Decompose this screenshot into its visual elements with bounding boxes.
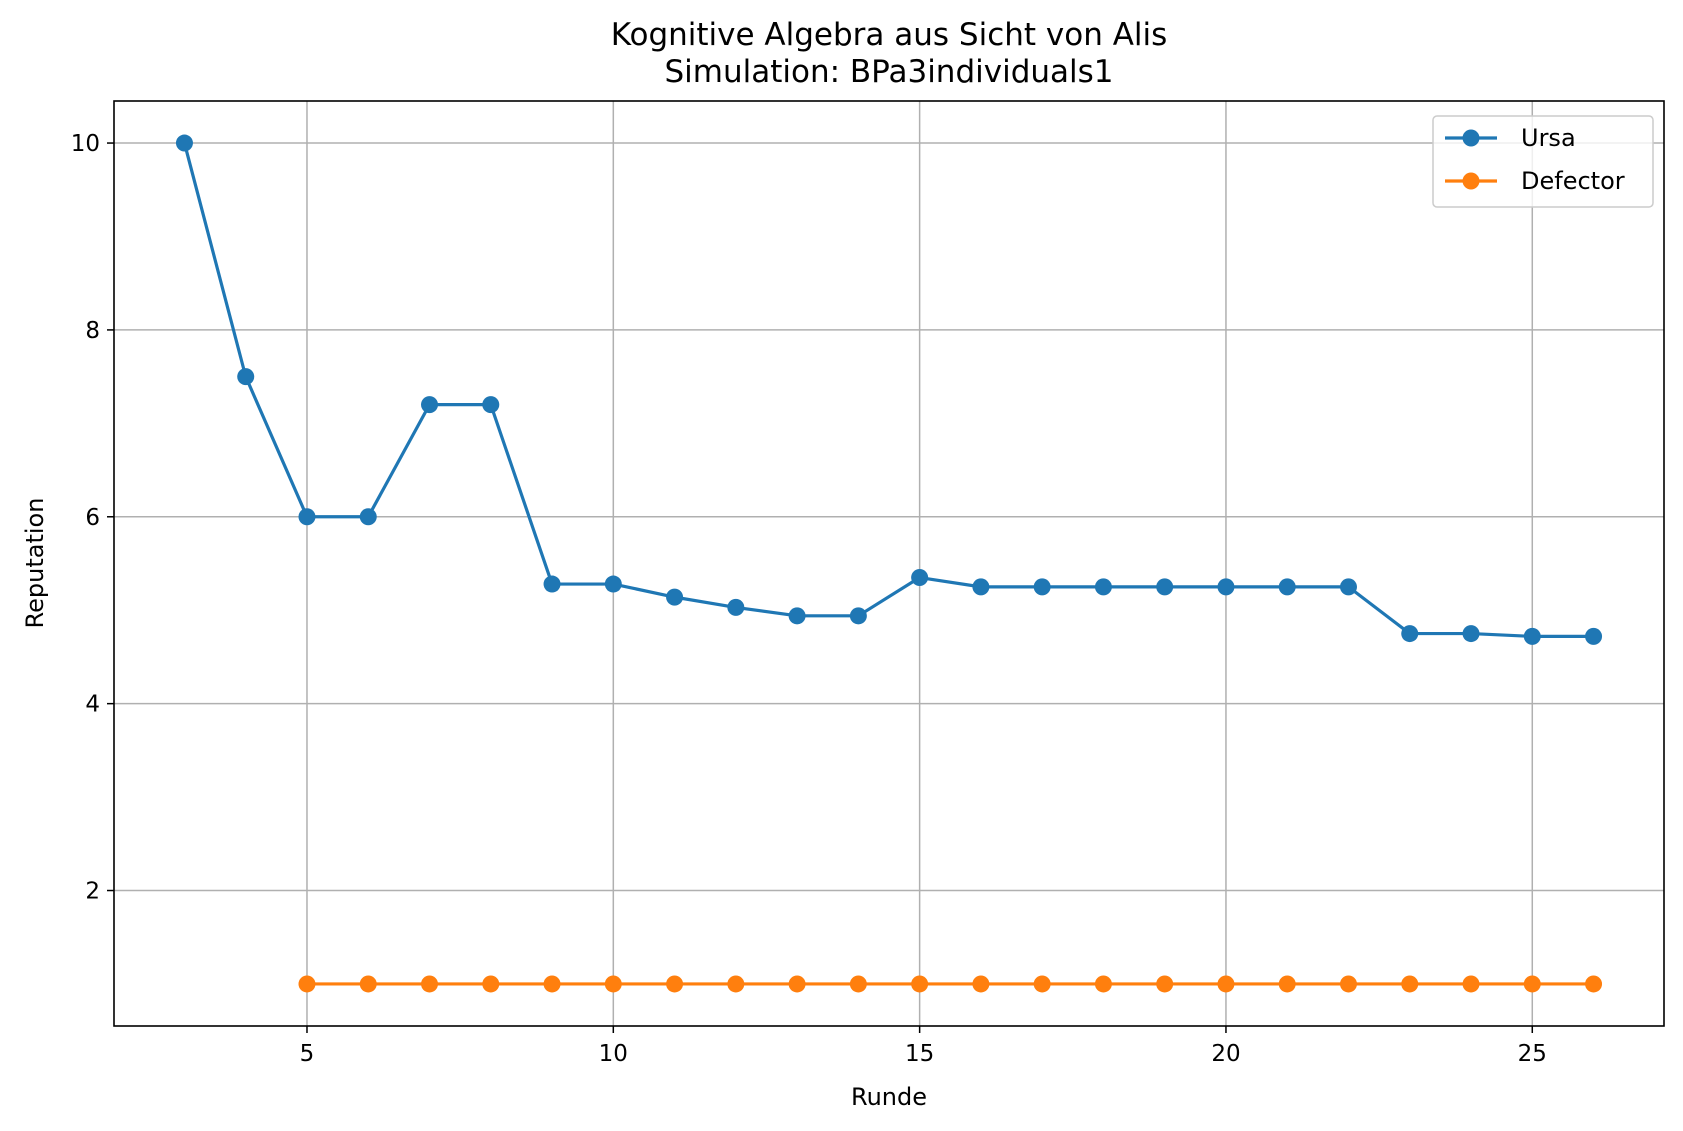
data-point [1339,975,1357,993]
data-point [727,975,745,993]
grid [114,101,1664,1026]
data-point [604,575,622,593]
y-tick-label: 4 [85,692,100,718]
x-tick-label: 10 [599,1041,628,1067]
data-point [175,134,193,152]
data-point [911,569,929,587]
data-point [788,975,806,993]
y-tick-label: 2 [85,879,100,905]
data-point [543,575,561,593]
data-point [1339,578,1357,596]
data-point [298,975,316,993]
data-point [1278,975,1296,993]
x-axis-label: Runde [851,1083,927,1111]
data-point [1156,578,1174,596]
data-point [237,368,255,386]
data-point [482,396,500,414]
legend-marker [1462,172,1480,190]
data-point [421,396,439,414]
legend-marker [1462,129,1480,147]
series-line [182,142,1594,638]
x-tick-label: 25 [1518,1041,1547,1067]
data-point [298,508,316,526]
x-tick-label: 5 [300,1041,315,1067]
data-point [788,607,806,625]
data-point [1156,975,1174,993]
data-point [1523,627,1541,645]
x-tick-label: 20 [1211,1041,1240,1067]
x-axis-ticks: 5 10 15 20 25 [300,1026,1547,1067]
legend-label: Ursa [1521,124,1576,152]
data-point [1094,578,1112,596]
series-layer [175,134,1603,993]
data-point [1033,578,1051,596]
data-point [849,975,867,993]
data-point [727,598,745,616]
series-defector [298,975,1603,993]
chart-subtitle: Simulation: BPa3individuals1 [664,54,1113,90]
y-tick-label: 8 [85,318,100,344]
data-point [604,975,622,993]
y-tick-label: 6 [85,505,100,531]
y-tick-label: 10 [71,131,100,157]
legend: Ursa Defector [1432,115,1654,208]
data-point [1217,578,1235,596]
y-axis-label: Reputation [21,498,49,629]
data-point [543,975,561,993]
data-point [1462,975,1480,993]
data-point [1585,975,1603,993]
chart-title: Kognitive Algebra aus Sicht von Alis [611,17,1168,53]
data-point [972,975,990,993]
plot-frame [113,100,1665,1027]
data-point [972,578,990,596]
data-point [482,975,500,993]
data-point [1585,627,1603,645]
series-ursa [175,134,1603,645]
x-tick-label: 15 [905,1041,934,1067]
data-point [849,607,867,625]
data-point [911,975,929,993]
data-point [1401,975,1419,993]
data-point [1217,975,1235,993]
data-point [666,588,684,606]
data-point [1462,625,1480,643]
data-point [1523,975,1541,993]
data-point [359,975,377,993]
data-point [1094,975,1112,993]
data-point [666,975,684,993]
data-point [421,975,439,993]
y-axis-ticks: 2 4 6 8 10 [71,131,114,905]
data-point [1401,625,1419,643]
data-point [359,508,377,526]
data-point [1278,578,1296,596]
data-point [1033,975,1051,993]
legend-label: Defector [1521,167,1625,195]
